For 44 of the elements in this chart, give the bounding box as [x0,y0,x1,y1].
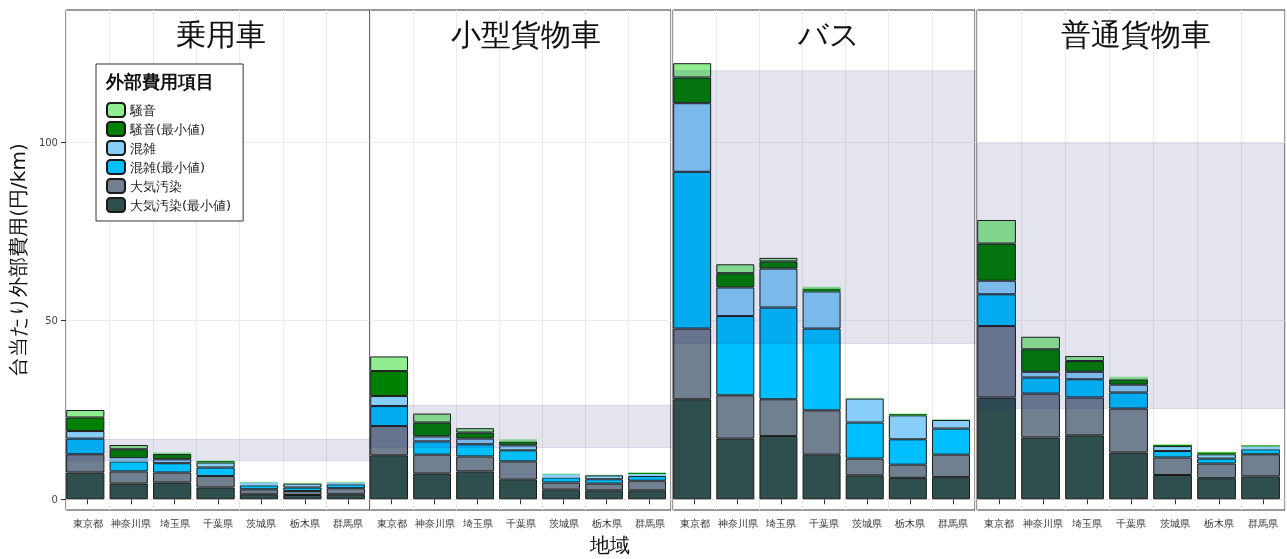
x-tick-label: 埼玉県 [764,517,796,529]
y-tick-label: 50 [45,315,58,327]
x-tick-label: 栃木県 [895,517,926,529]
x-tick-label: 千葉県 [202,517,233,529]
x-axis-title: 地域 [589,533,630,557]
legend-label: 混雑(最小値) [130,159,206,175]
x-tick-label: 東京都 [679,517,710,529]
x-tick-label: 茨城県 [1160,517,1190,529]
x-tick-label: 神奈川県 [414,517,455,529]
x-tick-label: 神奈川県 [1023,517,1063,529]
x-tick-label: 神奈川県 [717,517,758,529]
x-tick-label: 栃木県 [591,517,622,529]
legend-label: 大気汚染 [130,178,182,194]
chart-title: バス [797,16,860,52]
x-tick-label: 東京都 [984,517,1014,529]
x-tick-label: 千葉県 [809,517,839,529]
x-tick-label: 東京都 [72,517,103,529]
x-tick-label: 茨城県 [852,517,883,529]
x-tick-label: 埼玉県 [158,517,190,529]
legend-title: 外部費用項目 [105,70,214,92]
chart-title: 普通貨物車 [1061,16,1211,52]
chart-title: 小型貨物車 [450,16,601,52]
x-tick-label: 群馬県 [333,517,364,529]
y-axis-title: 台当たり外部費用(円/km) [6,143,30,377]
x-tick-label: 東京都 [376,517,407,529]
x-tick-label: 栃木県 [289,517,320,529]
x-tick-label: 埼玉県 [461,517,493,529]
legend-label: 騒音(最小値) [129,121,206,137]
x-tick-label: 千葉県 [505,517,536,529]
y-tick-label: 0 [51,493,58,505]
x-tick-label: 茨城県 [548,517,579,529]
chart-title: 乗用車 [176,16,266,52]
y-tick-label: 100 [38,136,58,148]
x-tick-label: 神奈川県 [111,517,152,529]
legend-label: 混雑 [130,140,156,156]
x-tick-label: 千葉県 [1116,517,1146,529]
x-tick-label: 群馬県 [938,517,969,529]
x-tick-label: 埼玉県 [1071,517,1102,529]
legend-label: 大気汚染(最小値) [130,197,232,213]
x-tick-label: 群馬県 [634,517,665,529]
x-tick-label: 茨城県 [246,517,277,529]
x-tick-label: 栃木県 [1204,517,1234,529]
legend-label: 騒音 [129,102,156,118]
x-tick-label: 群馬県 [1248,517,1278,529]
